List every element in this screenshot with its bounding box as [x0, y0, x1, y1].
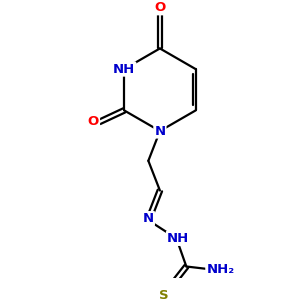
Text: N: N [143, 212, 154, 225]
Text: N: N [154, 124, 166, 137]
Text: NH₂: NH₂ [206, 263, 234, 276]
Text: O: O [154, 1, 166, 14]
Text: S: S [159, 289, 169, 300]
Text: O: O [88, 116, 99, 128]
Text: NH: NH [113, 63, 135, 76]
Text: NH: NH [167, 232, 189, 245]
